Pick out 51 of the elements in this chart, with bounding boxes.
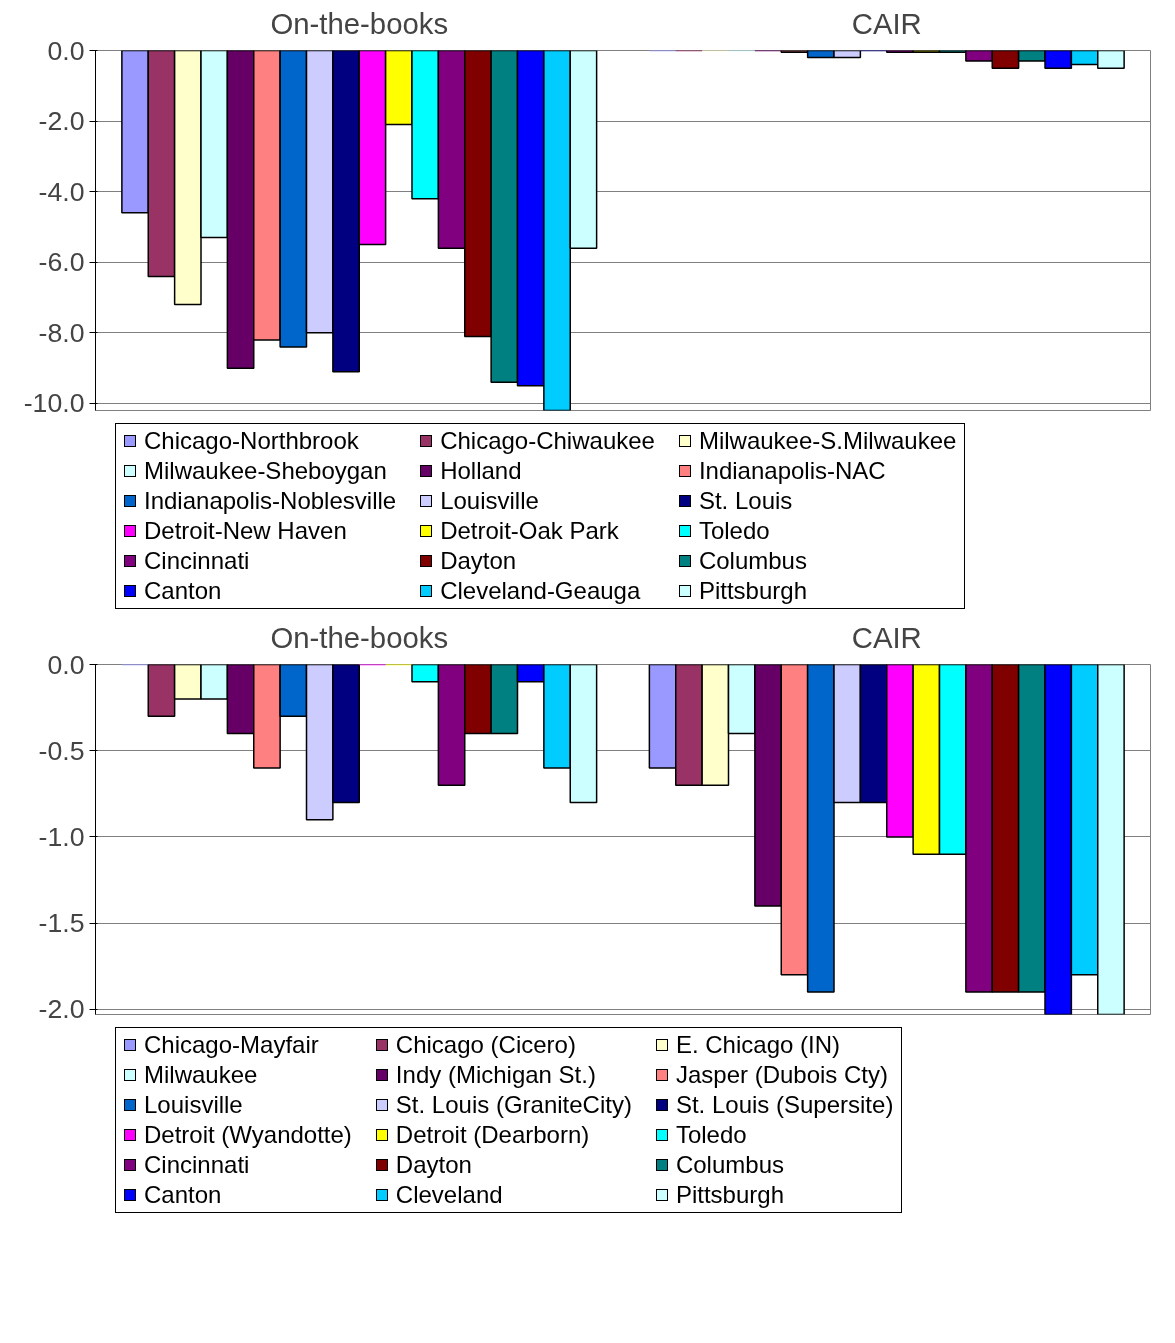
legend-label: Dayton <box>440 546 517 576</box>
legend-label: Jasper (Dubois Cty) <box>675 1060 888 1090</box>
legend-label: E. Chicago (IN) <box>675 1030 840 1060</box>
legend-label: Holland <box>440 456 522 486</box>
legend-label: Toledo <box>675 1120 747 1150</box>
legend-label: Milwaukee-Sheboygan <box>144 456 387 486</box>
legend-label: Pittsburgh <box>698 576 807 606</box>
y-tick-label: -6.0 <box>38 247 85 278</box>
legend-label: St. Louis (GraniteCity) <box>395 1090 632 1120</box>
x-tick-label: CAIR <box>851 6 922 40</box>
legend-label: Milwaukee <box>144 1060 258 1090</box>
legend-label: Canton <box>144 576 222 606</box>
legend-label: Columbus <box>698 546 807 576</box>
legend-label: Chicago-Chiwaukee <box>440 426 655 456</box>
legend-label: Chicago-Northbrook <box>144 426 359 456</box>
y-tick-label: -2.0 <box>38 106 85 137</box>
legend-label: Dayton <box>395 1150 472 1180</box>
legend-label: Toledo <box>698 516 770 546</box>
y-tick-label: 0.0 <box>47 649 85 680</box>
y-tick-label: -4.0 <box>38 176 85 207</box>
legend-label: Milwaukee-S.Milwaukee <box>698 426 957 456</box>
legend-label: Canton <box>144 1180 222 1210</box>
legend-label: Chicago (Cicero) <box>395 1030 576 1060</box>
legend-label: Detroit-Oak Park <box>440 516 619 546</box>
legend-label: Indianapolis-NAC <box>698 456 886 486</box>
x-tick-label: CAIR <box>851 620 922 654</box>
legend-label: Detroit (Dearborn) <box>395 1120 590 1150</box>
legend-label: St. Louis (Supersite) <box>675 1090 894 1120</box>
legend-label: Indy (Michigan St.) <box>395 1060 596 1090</box>
legend-label: Louisville <box>144 1090 243 1120</box>
legend-label: Detroit (Wyandotte) <box>144 1120 352 1150</box>
legend-label: Indianapolis-Noblesville <box>144 486 397 516</box>
y-tick-label: -1.0 <box>38 821 85 852</box>
legend-label: Columbus <box>675 1150 784 1180</box>
legend-label: Cleveland-Geauga <box>440 576 641 606</box>
y-tick-label: 0.0 <box>47 35 85 66</box>
legend-label: Pittsburgh <box>675 1180 784 1210</box>
y-tick-label: -2.0 <box>38 994 85 1025</box>
legend-label: Cleveland <box>395 1180 503 1210</box>
y-tick-label: -10.0 <box>23 388 85 419</box>
legend-label: Cincinnati <box>144 1150 250 1180</box>
legend-label: Chicago-Mayfair <box>144 1030 319 1060</box>
y-tick-label: -0.5 <box>38 735 85 766</box>
y-tick-label: -1.5 <box>38 908 85 939</box>
x-tick-label: On-the-books <box>270 620 449 654</box>
legend-label: Cincinnati <box>144 546 250 576</box>
legend-label: Detroit-New Haven <box>144 516 347 546</box>
legend-label: Louisville <box>440 486 539 516</box>
x-tick-label: On-the-books <box>270 6 449 40</box>
legend-label: St. Louis <box>698 486 793 516</box>
y-tick-label: -8.0 <box>38 317 85 348</box>
